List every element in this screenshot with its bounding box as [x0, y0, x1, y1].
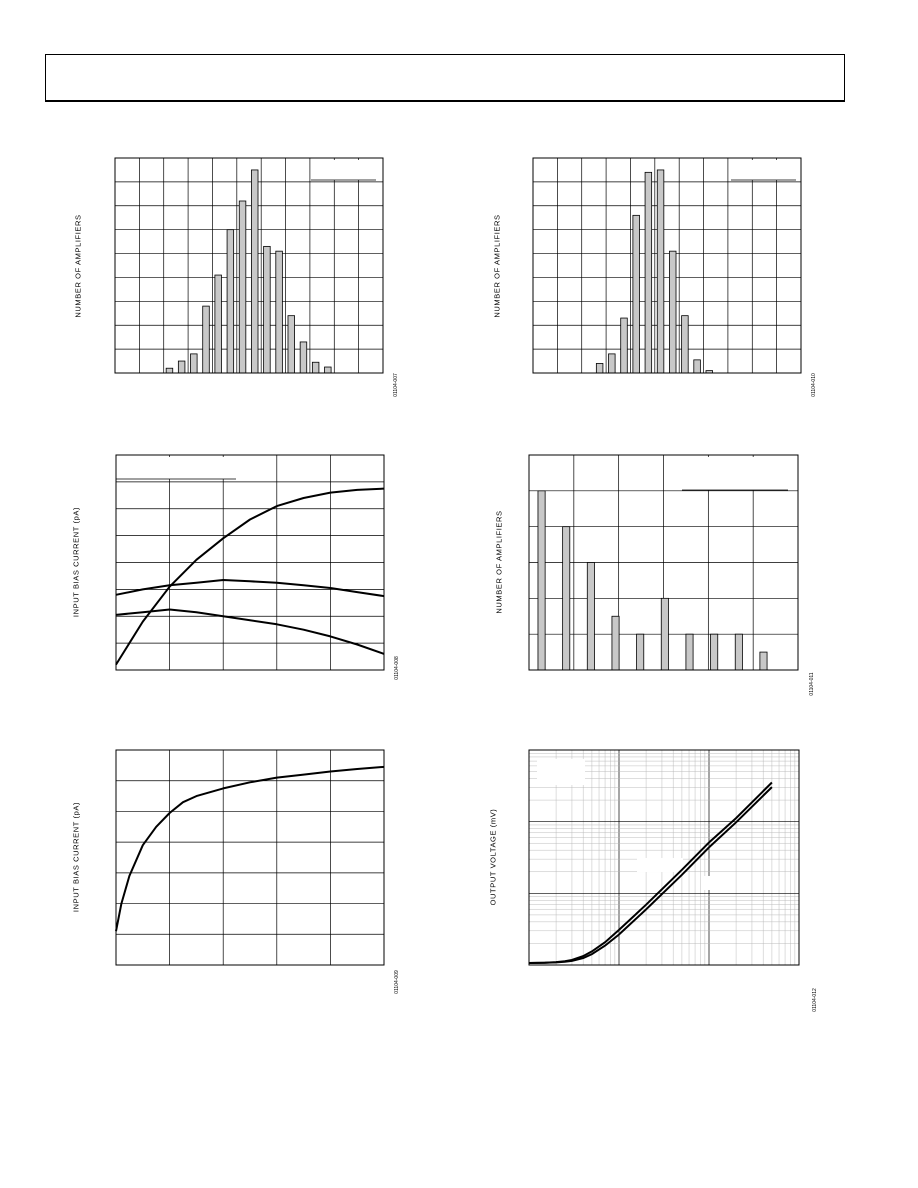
- fig4-histogram: [528, 454, 799, 671]
- fig3-series-line-0: [115, 487, 385, 666]
- fig1-bar-10: [287, 315, 295, 374]
- fig6-log-plot: [528, 749, 800, 966]
- fig1-bar-11: [299, 341, 308, 374]
- fig4-ylabel: NUMBER OF AMPLIFIERS: [494, 510, 504, 614]
- fig3-legend-box: [116, 457, 236, 479]
- fig6-plot-frame: [528, 749, 800, 966]
- fig1-bar-2: [190, 353, 198, 374]
- fig1-figure-number: 01104-007: [393, 373, 399, 397]
- fig4-plot-frame: [528, 454, 799, 671]
- fig3-ylabel: INPUT BIAS CURRENT (pA): [71, 506, 81, 618]
- fig1-ylabel: NUMBER OF AMPLIFIERS: [73, 214, 83, 318]
- fig4-figure-number: 01104-011: [809, 672, 815, 696]
- fig1-plot-frame: [114, 157, 384, 374]
- fig2-bar-6: [669, 250, 677, 374]
- fig3-figure-number: 01104-008: [394, 656, 400, 680]
- fig4-bar-8: [734, 633, 743, 671]
- fig1-bar-3: [202, 305, 210, 374]
- fig6-series-line-0: [528, 781, 773, 964]
- fig4-bar-6: [685, 633, 694, 671]
- fig1-bar-9: [275, 250, 283, 374]
- fig6-legend-box: [537, 759, 585, 785]
- fig3-plot-frame: [115, 454, 385, 671]
- fig4-bar-9: [759, 651, 768, 671]
- fig2-histogram: [532, 157, 802, 374]
- fig2-bar-1: [608, 353, 616, 374]
- fig1-bar-7: [251, 169, 259, 374]
- fig2-ylabel: NUMBER OF AMPLIFIERS: [492, 214, 502, 318]
- fig2-bar-8: [693, 359, 701, 374]
- fig5-ylabel: INPUT BIAS CURRENT (pA): [71, 801, 81, 913]
- fig4-bar-0: [537, 490, 546, 671]
- fig1-bar-8: [263, 245, 271, 374]
- fig5-line-plot: [115, 749, 385, 966]
- fig3-series-line-2: [115, 608, 385, 655]
- fig4-bar-5: [660, 597, 669, 671]
- fig1-legend-box: [311, 160, 376, 180]
- fig1-bar-13: [324, 366, 332, 374]
- fig2-bar-5: [656, 169, 665, 374]
- fig5-plot-frame: [115, 749, 385, 966]
- fig2-figure-number: 01104-010: [811, 373, 817, 397]
- fig2-legend-box: [731, 160, 796, 180]
- fig1-bar-0: [165, 367, 174, 374]
- fig1-histogram: [114, 157, 384, 374]
- fig3-line-plot: [115, 454, 385, 671]
- fig1-bar-5: [226, 229, 235, 374]
- fig6-series-line-1: [528, 786, 773, 964]
- fig1-bar-12: [311, 361, 320, 374]
- fig4-bar-4: [636, 633, 645, 671]
- fig5-figure-number: 01104-009: [394, 970, 400, 994]
- fig6-label-box: [704, 876, 734, 890]
- fig6-label-box: [637, 858, 683, 872]
- fig1-bar-4: [214, 274, 222, 374]
- fig1-bar-1: [177, 360, 186, 374]
- fig2-bar-0: [595, 363, 604, 374]
- fig5-series-line-0: [115, 765, 385, 932]
- fig1-bar-6: [238, 200, 247, 374]
- fig2-bar-2: [620, 317, 628, 374]
- fig6-figure-number: 01104-012: [812, 988, 818, 1012]
- page-header-box: [45, 54, 845, 102]
- fig4-bar-3: [611, 615, 620, 671]
- fig2-bar-3: [632, 214, 640, 374]
- fig4-legend-box: [682, 457, 788, 490]
- fig4-bar-1: [562, 526, 571, 671]
- fig4-bar-2: [586, 562, 595, 671]
- fig2-bar-7: [681, 315, 689, 374]
- fig4-bar-7: [710, 633, 719, 671]
- fig3-series-line-1: [115, 579, 385, 598]
- fig6-ylabel: OUTPUT VOLTAGE (mV): [488, 808, 498, 906]
- fig2-plot-frame: [532, 157, 802, 374]
- fig2-bar-4: [644, 171, 653, 374]
